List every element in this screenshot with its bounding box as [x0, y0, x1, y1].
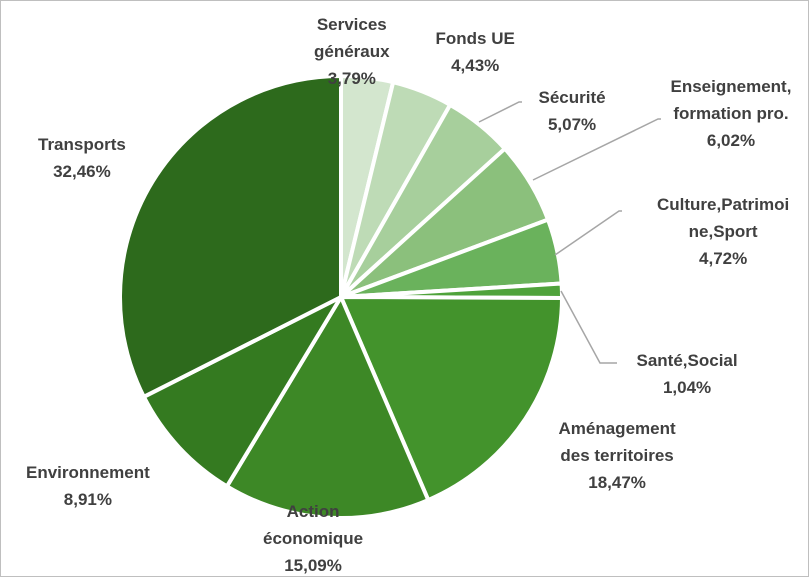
data-label-environnement: Environnement 8,91%: [26, 459, 150, 513]
data-label-name: Action: [286, 502, 340, 521]
data-label-percent: 8,91%: [63, 490, 112, 509]
data-label-percent: 4,72%: [699, 249, 748, 268]
data-label-name: Fonds UE: [435, 29, 515, 48]
data-label-enseignement-formation-pro: Enseignement, formation pro. 6,02%: [671, 73, 792, 154]
data-label-name: économique: [263, 529, 364, 548]
data-label-culture-patrimoine-sport: Culture,Patrimoi ne,Sport 4,72%: [657, 191, 789, 272]
pie-slice-environnement: [141, 295, 343, 489]
data-label-name: Culture,Patrimoi: [657, 195, 790, 214]
data-label-name: Services: [316, 15, 387, 34]
data-label-percent: 15,09%: [284, 556, 342, 575]
leader-line: [532, 118, 661, 181]
data-label-name: des territoires: [560, 446, 674, 465]
leader-line: [478, 101, 522, 123]
data-label-name: Enseignement,: [670, 77, 792, 96]
data-label-securite: Sécurité 5,07%: [539, 84, 606, 138]
pie-slice-amenagement-des-territoires: [339, 295, 564, 503]
data-label-fonds-ue: Fonds UE 4,43%: [436, 25, 515, 79]
data-label-percent: 32,46%: [53, 162, 111, 181]
data-label-percent: 1,04%: [662, 378, 712, 397]
data-label-percent: 6,02%: [706, 131, 756, 150]
data-label-name: formation pro.: [673, 104, 789, 123]
leader-line: [554, 210, 622, 256]
data-label-percent: 3,79%: [327, 69, 376, 88]
data-label-name: Sécurité: [538, 88, 606, 107]
data-label-name: Environnement: [26, 463, 150, 482]
data-label-percent: 4,43%: [451, 56, 500, 75]
data-label-services-generaux: Services généraux 3,79%: [314, 11, 390, 92]
data-label-name: ne,Sport: [688, 222, 758, 241]
pie-slice-transports: [118, 74, 343, 399]
data-label-name: généraux: [314, 42, 390, 61]
data-label-sante-social: Santé,Social 1,04%: [637, 347, 738, 401]
leader-line: [560, 290, 617, 364]
data-label-name: Aménagement: [558, 419, 676, 438]
data-label-transports: Transports 32,46%: [38, 131, 126, 185]
data-label-amenagement-des-territoires: Aménagement des territoires 18,47%: [559, 415, 676, 496]
data-label-percent: 18,47%: [588, 473, 646, 492]
data-label-percent: 5,07%: [547, 115, 597, 134]
data-label-name: Santé,Social: [636, 351, 738, 370]
pie-slice-action-economique: [224, 295, 431, 520]
data-label-action-economique: Action économique 15,09%: [263, 498, 363, 579]
data-label-name: Transports: [38, 135, 126, 154]
